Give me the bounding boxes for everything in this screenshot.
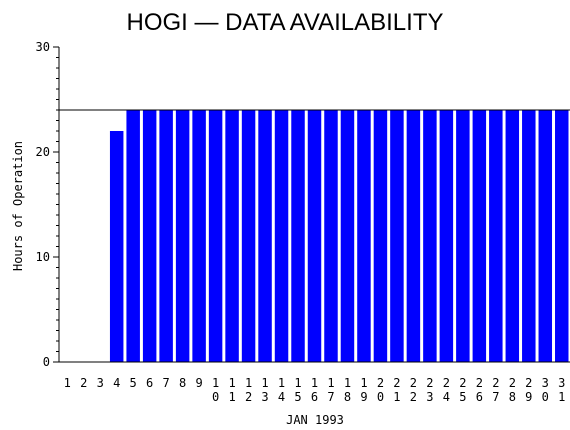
bar-day-22	[406, 110, 421, 362]
x-tick-label: 8	[179, 376, 186, 390]
bar-day-31	[555, 110, 569, 362]
y-axis-label: Hours of Operation	[11, 141, 25, 271]
bar-day-5	[126, 110, 140, 362]
bar-day-24	[439, 110, 454, 362]
bar-day-13	[258, 110, 272, 362]
x-tick-label: 2	[80, 376, 87, 390]
x-tick-label: 3	[97, 376, 104, 390]
bar-day-23	[423, 110, 437, 362]
bar-day-16	[307, 110, 322, 362]
bar-day-19	[357, 110, 371, 362]
bar-day-30	[538, 110, 553, 362]
bar-day-4	[109, 131, 124, 362]
bar-day-27	[489, 110, 503, 362]
x-tick-label: 6	[146, 376, 153, 390]
bar-day-7	[159, 110, 173, 362]
bar-day-20	[373, 110, 388, 362]
bar-day-11	[225, 110, 239, 362]
x-tick-label: 4	[113, 376, 120, 390]
bar-day-29	[522, 110, 536, 362]
y-tick-label: 30	[36, 40, 50, 54]
bar-day-26	[472, 110, 487, 362]
bar-day-15	[291, 110, 305, 362]
bar-day-10	[208, 110, 223, 362]
y-tick-label: 0	[43, 355, 50, 369]
x-tick-label: 7	[163, 376, 170, 390]
bar-day-8	[175, 110, 190, 362]
bar-day-9	[192, 110, 206, 362]
y-tick-label: 20	[36, 145, 50, 159]
x-tick-label: 5	[130, 376, 137, 390]
chart-title: HOGI — DATA AVAILABILITY	[127, 9, 444, 36]
bar-day-6	[142, 110, 157, 362]
x-tick-label: 1	[64, 376, 71, 390]
bar-day-17	[324, 110, 338, 362]
bar-day-21	[390, 110, 404, 362]
x-tick-label: 9	[195, 376, 202, 390]
bar-day-12	[241, 110, 256, 362]
bars-group	[109, 110, 569, 362]
x-axis-label: JAN 1993	[286, 413, 344, 427]
bar-day-18	[340, 110, 355, 362]
bar-day-28	[505, 110, 520, 362]
y-tick-label: 10	[36, 250, 50, 264]
bar-day-14	[274, 110, 289, 362]
bar-day-25	[456, 110, 470, 362]
